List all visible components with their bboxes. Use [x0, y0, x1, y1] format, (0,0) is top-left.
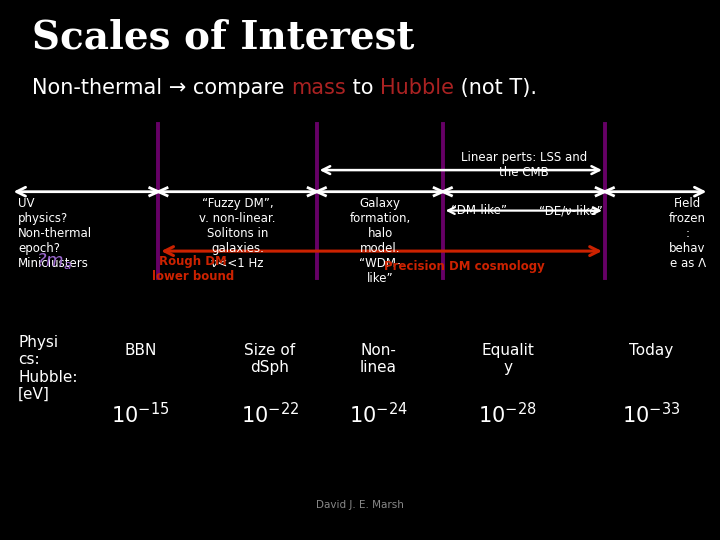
Text: Linear perts: LSS and
the CMB: Linear perts: LSS and the CMB	[461, 151, 588, 179]
Text: “DM-like”: “DM-like”	[451, 204, 507, 217]
Text: Scales of Interest: Scales of Interest	[32, 19, 415, 57]
Text: “DE/ν-like”: “DE/ν-like”	[539, 204, 603, 217]
Text: Galaxy
formation,
halo
model.
“WDM-
like”: Galaxy formation, halo model. “WDM- like…	[349, 197, 411, 285]
Text: $10^{-33}$: $10^{-33}$	[622, 402, 681, 428]
Text: Non-thermal → compare: Non-thermal → compare	[32, 78, 292, 98]
Text: (not T).: (not T).	[454, 78, 537, 98]
Text: Today: Today	[629, 343, 674, 358]
Text: Non-
linea: Non- linea	[359, 343, 397, 375]
Text: ?$\mathit{m_a}$: ?$\mathit{m_a}$	[36, 251, 72, 271]
Text: $10^{-24}$: $10^{-24}$	[348, 402, 408, 428]
Text: $10^{-28}$: $10^{-28}$	[478, 402, 537, 428]
Text: David J. E. Marsh: David J. E. Marsh	[316, 500, 404, 510]
Text: Physi
cs:
Hubble:
[eV]: Physi cs: Hubble: [eV]	[18, 335, 78, 402]
Text: to: to	[346, 78, 380, 98]
Text: Precision DM cosmology: Precision DM cosmology	[384, 260, 545, 273]
Text: BBN: BBN	[125, 343, 156, 358]
Text: Equalit
y: Equalit y	[481, 343, 534, 375]
Text: Size of
dSph: Size of dSph	[244, 343, 296, 375]
Text: $10^{-22}$: $10^{-22}$	[241, 402, 299, 428]
Text: Hubble: Hubble	[380, 78, 454, 98]
Text: $10^{-15}$: $10^{-15}$	[111, 402, 170, 428]
Text: UV
physics?
Non-thermal
epoch?
Miniclusters: UV physics? Non-thermal epoch? Miniclust…	[18, 197, 92, 270]
Text: Rough DM
lower bound: Rough DM lower bound	[152, 255, 234, 283]
Text: Field
frozen
:
behav
e as Λ: Field frozen : behav e as Λ	[669, 197, 706, 270]
Text: “Fuzzy DM”,
v. non-linear.
Solitons in
galaxies.
ν<<1 Hz: “Fuzzy DM”, v. non-linear. Solitons in g…	[199, 197, 276, 270]
Text: mass: mass	[292, 78, 346, 98]
